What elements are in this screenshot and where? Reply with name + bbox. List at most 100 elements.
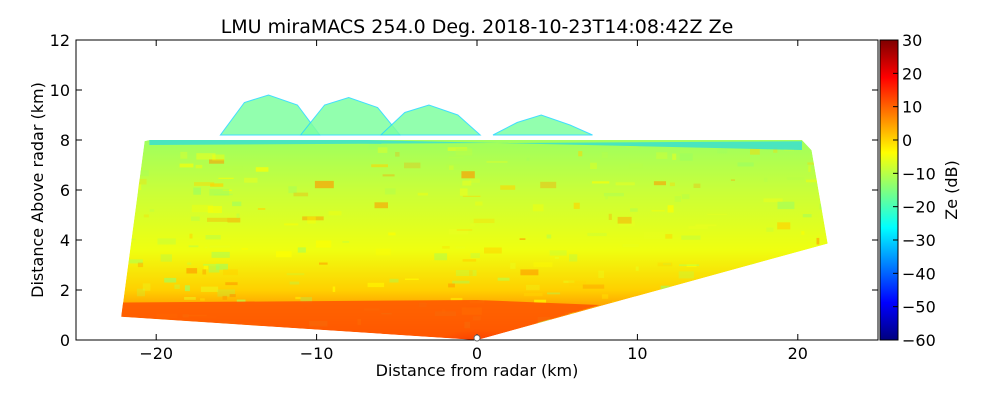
colorbar-tick-label: 0 — [902, 131, 912, 150]
scan-streak — [212, 154, 225, 161]
scan-streak — [469, 270, 473, 276]
scan-streak — [191, 204, 213, 213]
colorbar-tick-label: −50 — [902, 298, 936, 317]
scan-streak — [629, 163, 643, 169]
scan-streak — [459, 188, 468, 196]
scan-streak — [455, 246, 465, 249]
scan-streak — [289, 281, 300, 285]
scan-streak — [568, 280, 586, 287]
scan-streak — [484, 247, 502, 254]
scan-streak — [763, 177, 768, 182]
scan-streak — [532, 204, 544, 212]
scan-streak — [470, 253, 480, 259]
scan-streak — [442, 246, 450, 249]
colorbar-tick-label: −20 — [902, 198, 936, 217]
scan-streak — [211, 166, 231, 170]
scan-streak — [448, 283, 455, 288]
scan-streak — [384, 188, 396, 195]
x-tick-label: −10 — [300, 344, 334, 363]
scan-streak — [222, 295, 228, 300]
scan-streak — [601, 152, 608, 159]
radar-location-marker — [473, 334, 481, 342]
scan-streak — [573, 202, 580, 209]
scan-streak — [808, 165, 811, 172]
scan-streak — [681, 194, 690, 200]
scan-streak — [143, 214, 149, 218]
colorbar-label: Ze (dB) — [942, 160, 961, 220]
scan-streak — [405, 278, 419, 280]
scan-streak — [590, 162, 597, 170]
scan-streak — [540, 181, 557, 189]
scan-streak — [678, 271, 694, 279]
scan-streak — [160, 254, 172, 262]
scan-streak — [630, 208, 638, 212]
scan-streak — [695, 224, 717, 227]
scan-streak — [257, 208, 266, 210]
scan-streak — [526, 284, 540, 291]
x-axis-label: Distance from radar (km) — [376, 361, 579, 380]
scan-streak — [404, 162, 421, 169]
scan-streak — [129, 259, 143, 264]
scan-streak — [587, 232, 607, 237]
scan-streak — [236, 213, 240, 219]
scan-streak — [314, 180, 334, 189]
scan-streak — [462, 195, 481, 197]
scan-streak — [174, 284, 180, 289]
scan-streak — [592, 181, 610, 184]
y-tick-label: 6 — [60, 181, 70, 200]
scan-streak — [195, 164, 203, 169]
scan-streak — [194, 182, 215, 186]
scan-streak — [519, 238, 526, 240]
scan-streak — [371, 164, 388, 168]
scan-streak — [452, 280, 470, 284]
y-tick-label: 10 — [50, 81, 70, 100]
cloud-top-band — [149, 140, 802, 150]
y-tick-label: 2 — [60, 281, 70, 300]
scan-streak — [461, 171, 475, 179]
scan-streak — [210, 183, 224, 187]
y-tick-label: 12 — [50, 31, 70, 50]
scan-streak — [786, 177, 805, 181]
scan-streak — [546, 234, 552, 239]
colorbar-tick-label: −10 — [902, 164, 936, 183]
scan-streak — [608, 213, 612, 220]
y-axis-label: Distance Above radar (km) — [28, 82, 47, 298]
scan-streak — [187, 262, 192, 265]
scan-streak — [225, 282, 238, 286]
scan-streak — [578, 151, 583, 157]
scan-streak — [554, 256, 559, 259]
colorbar-tick-label: 20 — [902, 64, 922, 83]
scan-streak — [205, 235, 221, 240]
x-tick-label: 10 — [627, 344, 647, 363]
scan-streak — [276, 251, 292, 258]
scan-streak — [184, 297, 196, 300]
scan-streak — [449, 165, 454, 170]
scan-streak — [763, 198, 783, 203]
scan-streak — [232, 201, 242, 207]
scan-streak — [157, 238, 176, 245]
scan-streak — [209, 159, 225, 164]
scan-streak — [229, 294, 236, 298]
scan-streak — [180, 151, 188, 159]
plot-area: −20 −10 0 10 20 0 2 4 6 8 10 12 — [50, 31, 879, 363]
scan-streak — [307, 216, 316, 224]
scan-streak — [286, 273, 305, 276]
scan-streak — [446, 164, 460, 169]
scan-streak — [149, 209, 155, 212]
scan-streak — [510, 262, 516, 269]
scan-streak — [222, 189, 232, 191]
scan-streak — [486, 161, 508, 163]
cloud-top-peak — [379, 104, 482, 136]
scan-streak — [520, 269, 539, 276]
scan-streak — [615, 182, 635, 186]
colorbar-tick-label: −60 — [902, 331, 936, 350]
scan-streak — [618, 220, 635, 227]
scan-streak — [200, 286, 219, 292]
scan-streak — [547, 292, 561, 295]
scan-streak — [679, 153, 693, 161]
scan-streak — [179, 163, 194, 168]
colorbar-tick-label: 30 — [902, 31, 922, 50]
scan-streak — [455, 148, 473, 156]
scan-streak — [693, 183, 701, 188]
scan-streak — [241, 248, 249, 250]
